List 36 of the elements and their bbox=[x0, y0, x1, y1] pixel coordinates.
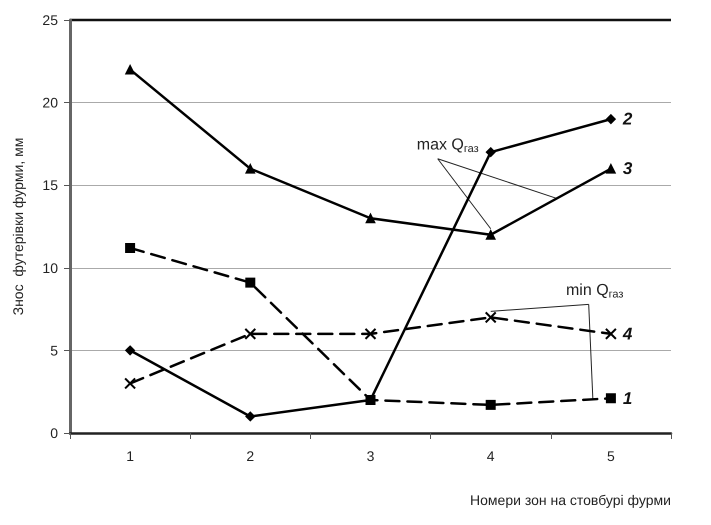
point bbox=[244, 328, 256, 340]
point bbox=[606, 393, 616, 404]
point bbox=[486, 400, 496, 410]
point bbox=[606, 114, 616, 124]
x-tick-label: 2 bbox=[246, 448, 254, 464]
series-label: 1 bbox=[622, 388, 632, 408]
y-tick-label: 0 bbox=[50, 425, 58, 441]
point bbox=[124, 377, 136, 390]
point bbox=[245, 411, 256, 422]
y-axis-title: Знос футерівки фурми, мм bbox=[10, 138, 26, 316]
point bbox=[366, 213, 376, 224]
series-label: 2 bbox=[622, 110, 633, 129]
point bbox=[364, 328, 376, 340]
x-axis-title: Номери зон на стовбурі фурми bbox=[470, 492, 671, 508]
x-tick-label: 4 bbox=[486, 448, 495, 464]
y-tick-label: 10 bbox=[42, 260, 58, 276]
x-tick-label: 1 bbox=[126, 448, 134, 464]
point bbox=[245, 164, 256, 174]
y-tick-label: 25 bbox=[42, 12, 58, 28]
point bbox=[125, 345, 136, 356]
point bbox=[366, 394, 376, 405]
point bbox=[245, 278, 256, 288]
point bbox=[484, 311, 497, 324]
point bbox=[125, 64, 136, 75]
y-tick-label: 5 bbox=[50, 342, 58, 358]
point bbox=[604, 328, 617, 340]
series-label: 3 bbox=[622, 159, 633, 178]
y-tick-label: 20 bbox=[42, 94, 58, 111]
y-tick-label: 15 bbox=[42, 177, 58, 194]
point bbox=[125, 242, 136, 253]
point bbox=[486, 230, 496, 240]
x-tick-label: 3 bbox=[366, 448, 375, 464]
series-label: 4 bbox=[622, 324, 633, 344]
point bbox=[486, 147, 496, 158]
x-tick-label: 5 bbox=[607, 448, 615, 464]
point bbox=[606, 164, 616, 174]
